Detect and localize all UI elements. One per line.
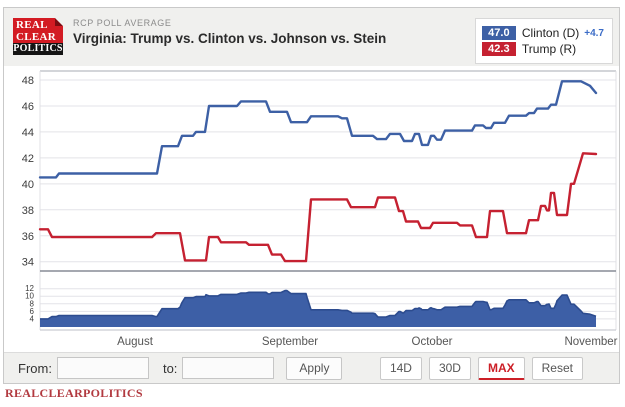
range-button-30d[interactable]: 30D xyxy=(428,356,471,380)
y-tick-label: 36 xyxy=(22,231,34,243)
rcp-poll-widget: REAL CLEAR POLITICS RCP POLL AVERAGE Vir… xyxy=(3,7,620,384)
page-title: Virginia: Trump vs. Clinton vs. Johnson … xyxy=(73,31,387,46)
kicker-label: RCP POLL AVERAGE xyxy=(73,18,172,28)
widget-header: REAL CLEAR POLITICS RCP POLL AVERAGE Vir… xyxy=(4,8,619,66)
spread-tick-label: 4 xyxy=(30,314,35,323)
y-tick-label: 38 xyxy=(22,205,34,217)
logo-line-real: REAL xyxy=(16,19,48,31)
y-tick-label: 40 xyxy=(22,179,34,191)
spread-tick-label: 12 xyxy=(25,284,34,293)
spread-tick-label: 8 xyxy=(30,299,35,308)
legend-item-trump-r: 42.3 Trump (R) xyxy=(481,42,604,56)
y-tick-label: 46 xyxy=(22,101,34,113)
spread-tick-label: 10 xyxy=(25,292,34,301)
trump-line xyxy=(38,152,598,263)
legend-label: Clinton (D) xyxy=(521,26,580,40)
spread-area xyxy=(40,290,596,327)
rcp-logo-red-box: REAL CLEAR xyxy=(13,18,63,43)
controls-bar: From: to: Apply 14D 30D MAX Reset xyxy=(4,352,619,383)
legend-delta: +4.7 xyxy=(584,27,604,39)
logo-line-clear: CLEAR xyxy=(16,30,57,43)
range-button-max[interactable]: MAX xyxy=(477,356,525,380)
from-label: From: xyxy=(18,360,52,376)
month-label: October xyxy=(412,336,453,348)
legend-value-badge: 42.3 xyxy=(481,42,516,56)
logo-line-politics: POLITICS xyxy=(13,43,63,55)
legend-box: 47.0 Clinton (D) +4.7 42.3 Trump (R) xyxy=(474,18,613,64)
month-label: November xyxy=(564,336,617,348)
to-label: to: xyxy=(162,360,178,376)
range-button-group: 14D 30D MAX Reset xyxy=(379,356,583,380)
range-button-reset[interactable]: Reset xyxy=(531,356,583,380)
month-label: August xyxy=(117,336,154,348)
realclearpolitics-brand: REALCLEARPOLITICS xyxy=(5,386,143,400)
apply-button[interactable]: Apply xyxy=(286,356,343,380)
to-date-input[interactable] xyxy=(182,357,275,379)
month-label: September xyxy=(262,336,318,348)
from-date-input[interactable] xyxy=(56,357,149,379)
range-button-14d[interactable]: 14D xyxy=(379,356,422,380)
legend-item-clinton-d: 47.0 Clinton (D) +4.7 xyxy=(481,26,604,40)
legend-label: Trump (R) xyxy=(521,42,577,56)
y-tick-label: 34 xyxy=(22,257,34,269)
rcp-logo: REAL CLEAR POLITICS xyxy=(13,18,63,55)
spread-tick-label: 6 xyxy=(30,307,35,316)
y-tick-label: 48 xyxy=(22,75,34,87)
y-tick-label: 44 xyxy=(22,127,34,139)
clinton-line xyxy=(38,80,598,179)
legend-value-badge: 47.0 xyxy=(481,26,516,40)
y-tick-label: 42 xyxy=(22,153,34,165)
spread-area-top-edge xyxy=(40,289,597,320)
